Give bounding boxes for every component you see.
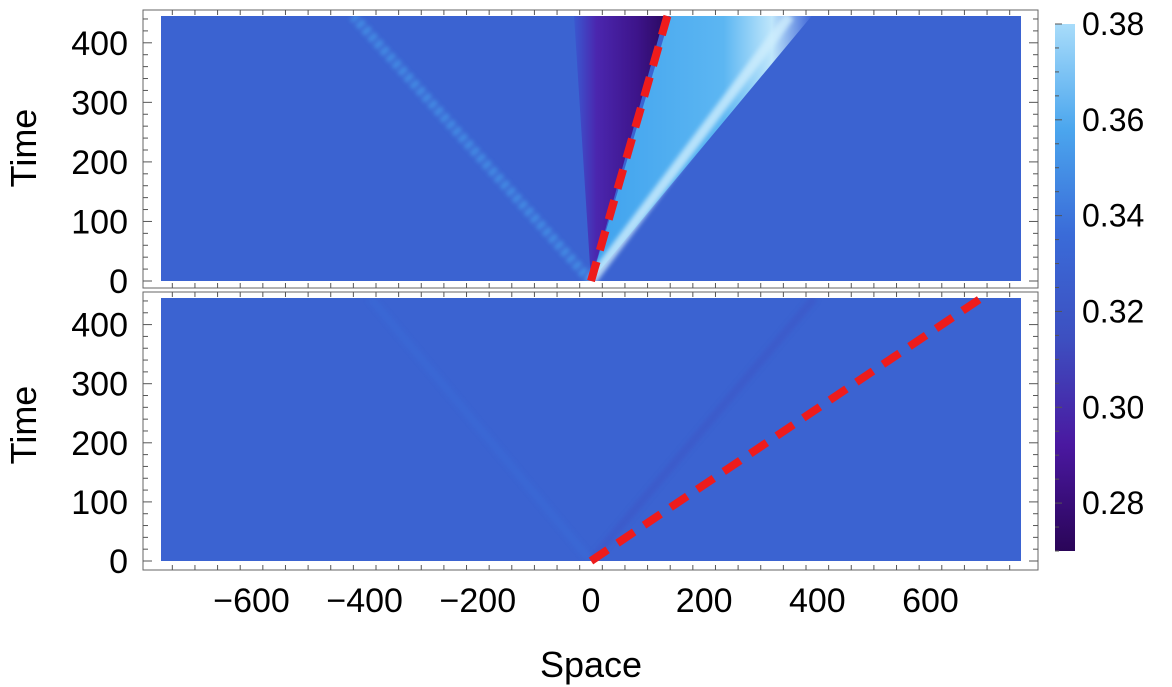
- y-tick-label: 300: [71, 84, 128, 122]
- x-axis-label: Space: [540, 644, 642, 685]
- colorbar-tick-label: 0.28: [1082, 485, 1144, 521]
- colorbar: 0.28 0.30 0.32 0.34 0.36 0.38: [1055, 6, 1144, 552]
- x-tick-label: −600: [213, 582, 290, 620]
- fan-edge-highlight: [586, 16, 794, 281]
- colorbar-gradient: [1055, 24, 1075, 551]
- colorbar-tick-label: 0.38: [1082, 6, 1144, 42]
- heatmap-area: [161, 298, 1021, 561]
- y-tick-label: 400: [71, 25, 128, 63]
- x-tick-label: 600: [902, 582, 959, 620]
- top-heatmap-panel: 0 100 200 300 400: [71, 9, 1039, 301]
- y-tick-label: 100: [71, 484, 128, 522]
- y-tick-label: 200: [71, 425, 128, 463]
- colorbar-tick-label: 0.30: [1082, 389, 1144, 425]
- y-tick-label: 200: [71, 144, 128, 182]
- dashed-trajectory-line: [588, 294, 984, 565]
- y-tick-label: 100: [71, 203, 128, 241]
- x-tick-label: 400: [789, 582, 846, 620]
- bottom-heatmap-panel: 0 100 200 300 400 −600 −400 −200 0 200 400 600: [71, 291, 1039, 620]
- high-value-fan-region: [591, 16, 812, 281]
- x-tick-label: −200: [440, 582, 517, 620]
- bottom-y-axis-label: Time: [3, 386, 44, 465]
- y-tick-label: 400: [71, 307, 128, 345]
- top-y-axis-label: Time: [3, 109, 44, 188]
- wave-front-ray: [349, 16, 595, 281]
- x-tick-label: −400: [326, 582, 403, 620]
- colorbar-tick-label: 0.36: [1082, 102, 1144, 138]
- wave-front-ray: [367, 298, 595, 561]
- colorbar-tick-label: 0.32: [1082, 293, 1144, 329]
- y-tick-label: 300: [71, 366, 128, 404]
- x-tick-label: 200: [676, 582, 733, 620]
- colorbar-tick-label: 0.34: [1082, 198, 1144, 234]
- heatmap-area: [161, 16, 1021, 281]
- dashed-trajectory-line: [587, 14, 672, 283]
- y-tick-label: 0: [109, 263, 128, 301]
- heatmap-background: [161, 298, 1021, 561]
- x-tick-label: 0: [582, 582, 601, 620]
- wave-front-ray: [587, 298, 818, 561]
- y-tick-label: 0: [109, 543, 128, 581]
- low-value-fan-region: [574, 16, 665, 281]
